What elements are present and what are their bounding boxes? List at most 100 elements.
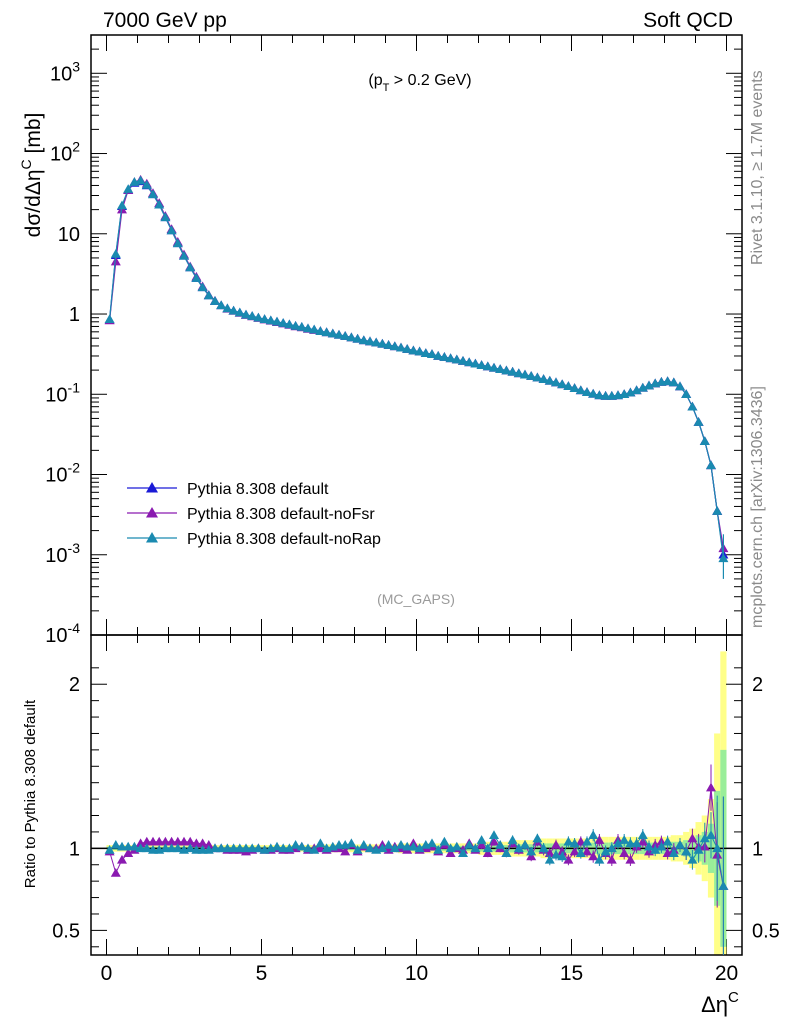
top-y-axis-label: dσ/dΔηC [mb] xyxy=(18,113,45,238)
top-data-point xyxy=(526,371,537,380)
top-data-point xyxy=(569,383,580,392)
top-data-point xyxy=(383,340,394,349)
ratio-data-point xyxy=(575,848,586,858)
top-data-point xyxy=(631,385,642,395)
top-data-point xyxy=(699,436,710,445)
top-data-point xyxy=(458,355,468,365)
bottom-y-axis-label: Ratio to Pythia 8.308 default xyxy=(22,699,39,888)
ratio-data-point xyxy=(365,843,375,853)
header-right-label: Soft QCD xyxy=(643,9,733,32)
ratio-data-point xyxy=(687,833,698,843)
bottom-plot-frame xyxy=(90,634,743,956)
top-data-point xyxy=(427,349,437,359)
legend: Pythia 8.308 default Pythia 8.308 default… xyxy=(127,481,381,548)
top-data-point xyxy=(259,314,270,324)
ratio-data-point xyxy=(650,844,661,854)
ratio-data-point xyxy=(197,838,208,848)
mcplots-side-label: mcplots.cern.ch [arXiv:1306.3436] xyxy=(749,386,766,628)
ratio-data-point xyxy=(706,830,716,839)
top-data-point xyxy=(637,382,648,392)
ratio-data-point xyxy=(513,843,524,853)
legend-marker xyxy=(146,482,158,493)
ratio-y-tick-label-left: 1 xyxy=(69,838,80,860)
x-tick-label: 0 xyxy=(101,962,113,985)
top-data-point xyxy=(563,381,574,390)
ratio-data-point xyxy=(495,840,506,849)
legend-label: Pythia 8.308 default-noFsr xyxy=(187,506,375,523)
top-data-point xyxy=(216,300,227,310)
top-data-point xyxy=(557,379,568,389)
ratio-y-tick-label-right: 0.5 xyxy=(752,920,780,942)
ratio-data-point xyxy=(172,843,183,853)
top-data-point xyxy=(284,319,295,329)
top-data-point xyxy=(172,238,183,248)
top-data-point xyxy=(241,309,251,319)
ratio-data-point xyxy=(637,830,648,839)
top-data-point xyxy=(402,344,413,353)
top-data-point xyxy=(154,199,165,209)
ratio-data-point xyxy=(706,782,716,792)
top-data-point xyxy=(272,316,282,326)
ratio-data-point xyxy=(470,843,481,853)
top-y-tick-label: 10-3 xyxy=(45,540,80,567)
ratio-data-point xyxy=(662,836,673,846)
top-data-point xyxy=(544,375,555,385)
top-data-point xyxy=(433,350,444,360)
ratio-data-point xyxy=(185,843,196,853)
top-data-point xyxy=(706,460,716,470)
top-data-point xyxy=(396,342,406,352)
top-data-point xyxy=(668,377,679,387)
ratio-data-point xyxy=(668,848,679,858)
ratio-data-point xyxy=(476,840,487,849)
top-data-point xyxy=(687,401,698,411)
top-data-point xyxy=(203,290,214,300)
ratio-data-point xyxy=(644,841,654,851)
ratio-data-point xyxy=(427,838,437,848)
top-series-2 xyxy=(104,175,729,563)
top-data-point xyxy=(110,256,121,266)
ratio-data-point xyxy=(389,843,400,853)
ratio-data-point xyxy=(687,854,698,864)
top-data-point xyxy=(520,369,530,379)
top-data-point xyxy=(247,311,258,320)
top-data-point xyxy=(148,189,158,199)
ratio-data-point xyxy=(110,867,121,877)
top-series-0 xyxy=(104,176,729,559)
legend-label: Pythia 8.308 default xyxy=(187,481,329,498)
ratio-data-point xyxy=(383,840,394,849)
top-data-point xyxy=(588,388,599,398)
top-data-point xyxy=(290,320,301,330)
top-data-point xyxy=(352,333,363,343)
top-data-point xyxy=(420,348,431,357)
ratio-data-point xyxy=(303,843,313,853)
ratio-data-point xyxy=(439,836,450,846)
ratio-y-tick-label-right: 2 xyxy=(752,674,763,696)
top-data-point xyxy=(296,321,307,331)
ratio-data-point xyxy=(451,841,462,851)
top-data-point xyxy=(315,326,326,335)
x-tick-label: 20 xyxy=(715,962,738,985)
ratio-data-point xyxy=(699,833,710,843)
top-data-point xyxy=(327,328,338,338)
ratio-data-point xyxy=(582,846,592,856)
ratio-data-point xyxy=(594,835,605,844)
ratio-data-point xyxy=(129,841,140,851)
ratio-data-point xyxy=(582,836,592,846)
top-data-point xyxy=(321,327,332,337)
top-data-point xyxy=(117,200,127,210)
ratio-data-point xyxy=(557,846,568,856)
ratio-data-point xyxy=(253,843,264,853)
x-axis-label: ΔηC xyxy=(701,989,739,1017)
top-data-point xyxy=(439,352,450,361)
ratio-data-point xyxy=(606,843,617,853)
ratio-data-point xyxy=(551,849,561,859)
ratio-y-tick-label-left: 0.5 xyxy=(52,920,80,942)
ratio-data-point xyxy=(544,854,555,864)
ratio-data-point xyxy=(346,838,357,848)
top-data-point xyxy=(377,338,388,348)
ratio-data-point xyxy=(141,843,152,853)
ratio-data-point xyxy=(532,833,543,843)
ratio-data-point xyxy=(482,848,493,858)
top-data-point xyxy=(513,368,524,378)
ratio-data-point xyxy=(464,840,475,849)
